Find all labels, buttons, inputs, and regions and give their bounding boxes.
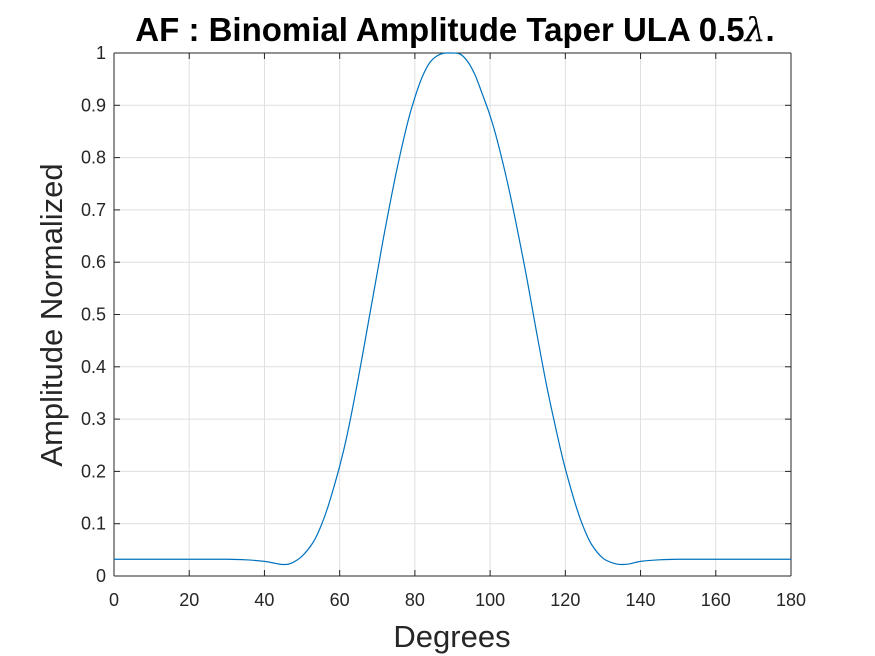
x-tick-label: 80 (405, 590, 425, 610)
y-tick-label: 0.1 (81, 514, 106, 534)
x-tick-label: 160 (701, 590, 731, 610)
y-tick-label: 0.8 (81, 148, 106, 168)
x-tick-label: 0 (109, 590, 119, 610)
y-tick-label: 1 (96, 43, 106, 63)
y-tick-label: 0.3 (81, 409, 106, 429)
x-axis-label: Degrees (393, 619, 510, 654)
y-tick-label: 0 (96, 566, 106, 586)
x-tick-label: 60 (330, 590, 350, 610)
x-tick-label: 100 (475, 590, 505, 610)
x-tick-label: 20 (179, 590, 199, 610)
x-tick-label: 120 (550, 590, 580, 610)
y-tick-label: 0.4 (81, 357, 106, 377)
x-tick-label: 140 (626, 590, 656, 610)
x-tick-label: 40 (254, 590, 274, 610)
chart-title: AF : Binomial Amplitude Taper ULA 0.5λ. (135, 10, 774, 49)
x-tick-label: 180 (776, 590, 806, 610)
y-tick-label: 0.9 (81, 95, 106, 115)
series-line (114, 52, 791, 566)
y-tick-label: 0.6 (81, 252, 106, 272)
chart-title-suffix: . (766, 11, 775, 48)
chart-title-symbol: λ (743, 10, 766, 49)
ticks: 0 20 40 60 80 100 120 140 160 180 0 0.1 0.2 0.3 0.4 0.5… (81, 43, 806, 610)
chart-title-main: AF : Binomial Amplitude Taper ULA 0.5 (135, 11, 744, 48)
y-tick-label: 0.2 (81, 461, 106, 481)
y-tick-label: 0.5 (81, 305, 106, 325)
y-tick-label: 0.7 (81, 200, 106, 220)
y-axis-label: Amplitude Normalized (34, 163, 69, 466)
